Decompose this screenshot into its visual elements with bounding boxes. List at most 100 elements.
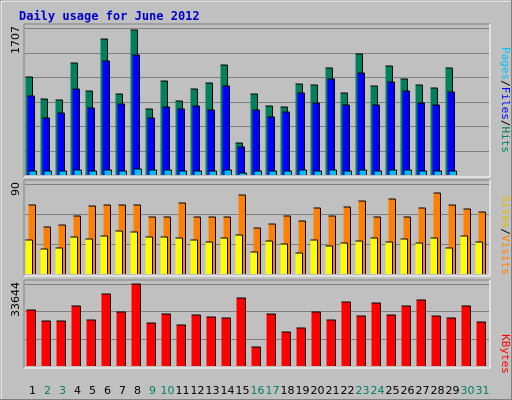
bottom-bar-kbytes-2 (41, 321, 51, 366)
mid-bar-sites-21 (325, 246, 333, 274)
bottom-bar-kbytes-14 (221, 318, 231, 366)
day-label-26: 26 (401, 384, 415, 397)
top-bar-pages-3 (59, 171, 67, 175)
bottom-bar-kbytes-16 (251, 347, 261, 366)
mid-bar-sites-5 (85, 239, 93, 274)
chart-title: Daily usage for June 2012 (19, 9, 200, 23)
bottom-bar-kbytes-29 (446, 318, 456, 366)
mid-bar-sites-15 (235, 235, 243, 274)
mid-bar-sites-23 (355, 241, 363, 274)
top-bar-files-4 (72, 89, 80, 175)
mid-bar-sites-24 (370, 238, 378, 274)
top-bar-pages-16 (254, 171, 262, 175)
legend-pages: Pages (499, 47, 512, 80)
top-bar-files-23 (357, 73, 365, 175)
bottom-bar-kbytes-9 (146, 323, 156, 366)
top-bar-files-28 (432, 105, 440, 175)
day-label-2: 2 (44, 384, 51, 397)
top-bar-pages-27 (419, 171, 427, 175)
day-label-16: 16 (251, 384, 265, 397)
top-bar-files-16 (252, 110, 260, 175)
bottom-bar-kbytes-13 (206, 317, 216, 366)
mid-bar-sites-14 (220, 238, 228, 274)
day-label-15: 15 (236, 384, 250, 397)
day-labels: 1 2 3 4 5 6 7 8 9 10 11 12 13 14 15 16 17 18 19 20 21 22 23 24 2… (29, 384, 490, 397)
top-bar-files-13 (207, 110, 215, 175)
bottom-bar-kbytes-27 (416, 300, 426, 366)
legend-separator: / (499, 228, 512, 235)
mid-bar-sites-17 (265, 241, 273, 274)
legend-sites: Sites (499, 195, 512, 228)
bottom-bar-kbytes-25 (386, 315, 396, 366)
bottom-panel: 33644 KBytes (9, 279, 512, 374)
top-bar-pages-17 (269, 171, 277, 175)
mid-bar-sites-8 (130, 232, 138, 274)
mid-bar-visits-22 (343, 207, 351, 274)
top-bar-files-19 (297, 93, 305, 175)
mid-max-label: 90 (9, 182, 22, 196)
bottom-legend: KBytes (499, 334, 512, 374)
bottom-bar-kbytes-31 (476, 322, 486, 366)
legend-files: Files (499, 87, 512, 120)
top-bar-files-1 (27, 96, 35, 175)
day-label-4: 4 (74, 384, 81, 397)
day-label-11: 11 (176, 384, 190, 397)
legend-separator: / (499, 80, 512, 87)
legend-kbytes: KBytes (499, 334, 512, 374)
mid-bar-sites-12 (190, 240, 198, 274)
top-legend: Pages/Files/Hits (499, 47, 512, 153)
mid-bar-visits-23 (358, 201, 366, 274)
top-bar-pages-1 (29, 171, 37, 175)
bottom-max-label: 33644 (9, 282, 22, 317)
top-max-label: 1707 (9, 26, 22, 54)
bottom-bar-kbytes-30 (461, 306, 471, 366)
top-bar-pages-19 (299, 170, 307, 175)
top-bar-pages-10 (164, 170, 172, 175)
mid-bar-visits-29 (448, 205, 456, 274)
mid-bar-sites-3 (55, 248, 63, 274)
day-label-19: 19 (296, 384, 310, 397)
top-bar-pages-8 (134, 169, 142, 175)
mid-bar-sites-31 (475, 242, 483, 274)
day-label-21: 21 (326, 384, 340, 397)
day-label-14: 14 (221, 384, 235, 397)
bottom-bar-kbytes-18 (281, 332, 291, 366)
top-bar-pages-9 (149, 170, 157, 175)
day-label-30: 30 (461, 384, 475, 397)
mid-bar-sites-13 (205, 242, 213, 274)
top-bar-files-2 (42, 118, 50, 175)
mid-bar-sites-18 (280, 244, 288, 274)
day-label-23: 23 (356, 384, 370, 397)
bottom-bar-kbytes-15 (236, 298, 246, 366)
bottom-bar-kbytes-23 (356, 316, 366, 366)
top-bar-pages-13 (209, 171, 217, 175)
mid-bar-sites-22 (340, 243, 348, 274)
bottom-bar-kbytes-19 (296, 328, 306, 366)
bottom-bar-kbytes-6 (101, 294, 111, 366)
day-label-24: 24 (371, 384, 385, 397)
top-bar-files-7 (117, 104, 125, 175)
day-label-18: 18 (281, 384, 295, 397)
day-label-20: 20 (311, 384, 325, 397)
legend-hits: Hits (499, 127, 512, 154)
mid-bar-sites-1 (25, 240, 33, 274)
day-label-22: 22 (341, 384, 355, 397)
day-label-28: 28 (431, 384, 445, 397)
mid-bar-sites-25 (385, 242, 393, 274)
top-bar-pages-5 (89, 171, 97, 175)
bottom-bar-kbytes-20 (311, 312, 321, 366)
top-bar-pages-4 (74, 170, 82, 175)
day-label-3: 3 (59, 384, 66, 397)
mid-bar-visits-27 (418, 208, 426, 274)
top-bar-pages-26 (404, 170, 412, 175)
day-label-27: 27 (416, 384, 430, 397)
top-bar-pages-29 (449, 171, 457, 175)
day-label-31: 31 (476, 384, 490, 397)
top-bar-files-15 (237, 147, 245, 175)
day-label-29: 29 (446, 384, 460, 397)
top-bar-files-10 (162, 107, 170, 175)
mid-bar-visits-28 (433, 193, 441, 274)
mid-legend: Sites/Visits (499, 195, 512, 275)
